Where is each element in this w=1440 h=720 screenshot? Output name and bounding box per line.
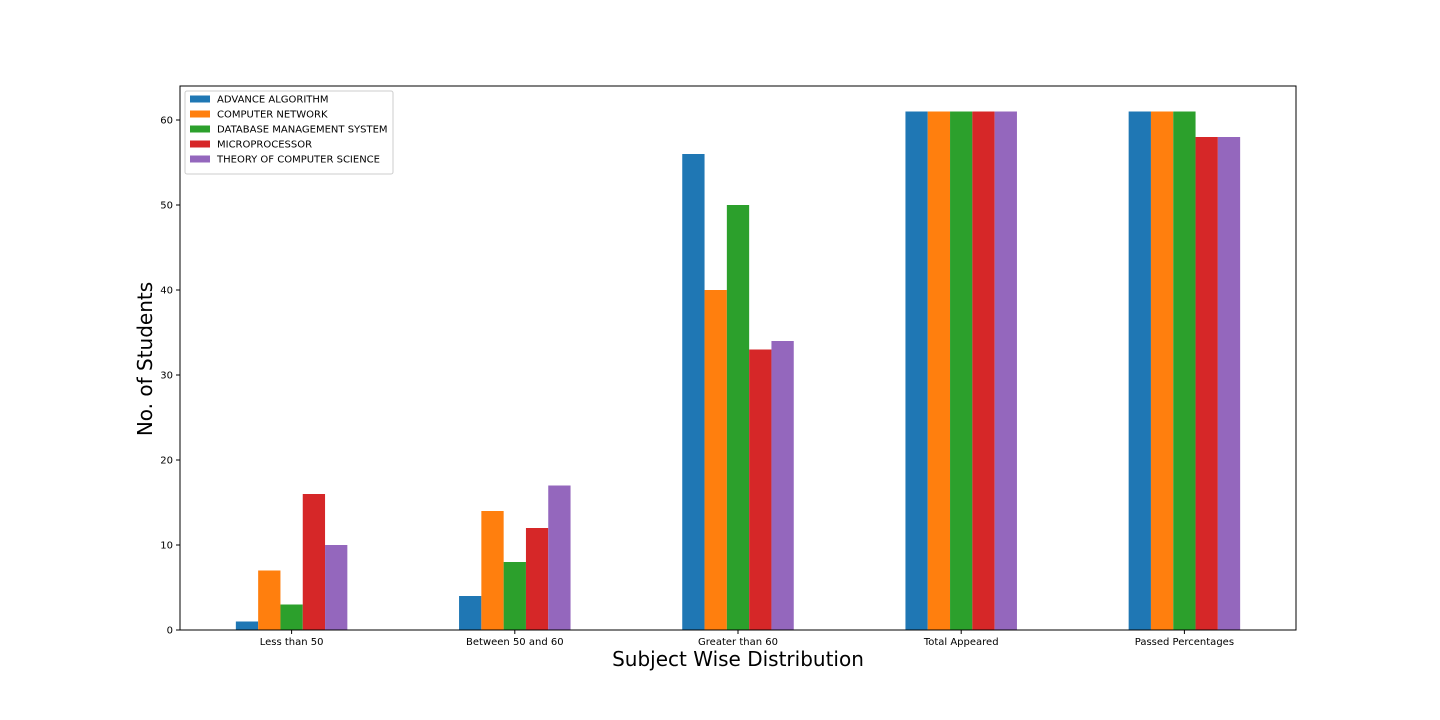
y-axis: 0 10 20 30 40 50 60 <box>160 116 180 637</box>
y-axis-title: No. of Students <box>133 282 157 436</box>
legend-box <box>184 90 394 175</box>
bar <box>726 205 750 630</box>
bar <box>1195 137 1218 630</box>
y-tick-label: 20 <box>160 456 173 467</box>
legend: ADVANCE ALGORITHM COMPUTER NETWORK DATABAS… <box>184 90 394 175</box>
bar <box>994 111 1017 630</box>
bar <box>325 545 348 630</box>
y-tick-label: 0 <box>167 626 173 637</box>
bar <box>258 570 281 630</box>
legend-label: THEORY OF COMPUTER SCIENCE <box>216 155 380 166</box>
x-tick-label: Less than 50 <box>260 637 324 648</box>
x-axis-title: Subject Wise Distribution <box>612 647 864 671</box>
legend-swatch <box>190 110 210 118</box>
x-tick-label: Passed Percentages <box>1135 637 1234 648</box>
y-tick-label: 30 <box>160 371 173 382</box>
y-tick-label: 60 <box>160 116 173 127</box>
bar <box>548 485 571 630</box>
bar <box>1173 111 1196 630</box>
bar <box>1217 137 1241 630</box>
legend-swatch <box>190 125 210 133</box>
bar <box>235 621 259 630</box>
x-tick-label: Between 50 and 60 <box>466 637 564 648</box>
bar <box>749 349 772 630</box>
bar <box>704 290 727 630</box>
legend-label: MICROPROCESSOR <box>217 140 312 151</box>
y-tick-label: 40 <box>160 286 173 297</box>
legend-label: DATABASE MANAGEMENT SYSTEM <box>217 125 388 136</box>
bars-layer <box>235 111 1241 630</box>
x-tick-label: Greater than 60 <box>698 637 778 648</box>
bar <box>503 562 526 630</box>
bar <box>302 494 326 630</box>
legend-swatch <box>190 95 210 103</box>
bar <box>682 154 705 630</box>
legend-swatch <box>190 155 210 163</box>
bar <box>459 596 482 630</box>
bar <box>927 111 951 630</box>
x-axis: Less than 50 Between 50 and 60 Greater tha… <box>260 630 1234 648</box>
bar <box>972 111 995 630</box>
bar <box>1128 111 1151 630</box>
legend-label: ADVANCE ALGORITHM <box>217 95 329 106</box>
bar <box>905 111 928 630</box>
y-tick-label: 50 <box>160 201 173 212</box>
y-tick-label: 10 <box>160 541 173 552</box>
bar <box>771 341 794 630</box>
bar <box>1150 111 1174 630</box>
bar <box>280 604 303 630</box>
bar <box>950 111 973 630</box>
bar <box>481 511 504 630</box>
legend-swatch <box>190 140 210 148</box>
bar <box>525 528 549 630</box>
legend-label: COMPUTER NETWORK <box>217 110 328 121</box>
x-tick-label: Total Appeared <box>923 637 999 648</box>
